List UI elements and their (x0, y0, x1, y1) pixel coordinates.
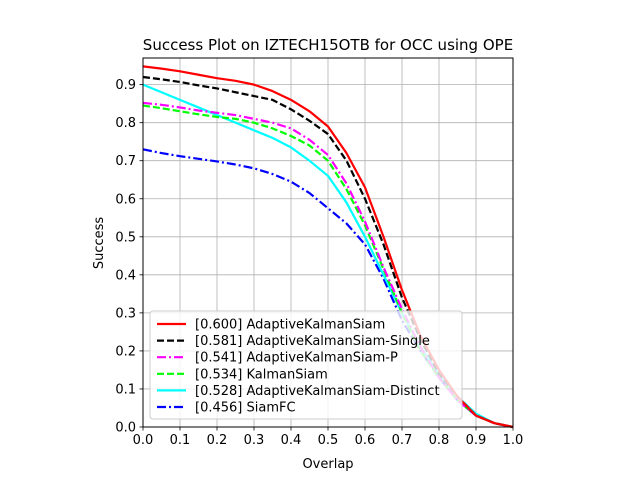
x-tick-label: 0.2 (207, 433, 228, 448)
chart-title: Success Plot on IZTECH15OTB for OCC usin… (143, 36, 513, 54)
legend-items: [0.600] AdaptiveKalmanSiam[0.581] Adapti… (157, 318, 440, 416)
y-tick-label: 0.6 (115, 192, 136, 207)
x-tick-label: 0.7 (392, 433, 413, 448)
x-tick-label: 0.3 (244, 433, 265, 448)
legend-label: [0.528] AdaptiveKalmanSiam-Distinct (195, 384, 440, 399)
y-axis-ticks: 0.0 0.1 0.2 0.3 0.4 0.5 0.6 0.7 0.8 0.9 (115, 78, 143, 436)
x-tick-label: 0.6 (355, 433, 376, 448)
x-tick-label: 0.5 (318, 433, 339, 448)
x-axis-ticks: 0.0 0.1 0.2 0.3 0.4 0.5 0.6 0.7 0.8 0.9 1.0 (133, 427, 524, 448)
y-axis-label: Success (92, 217, 107, 270)
x-axis-label: Overlap (302, 457, 353, 472)
x-tick-label: 0.1 (170, 433, 191, 448)
x-tick-label: 0.0 (133, 433, 154, 448)
x-tick-label: 0.8 (429, 433, 450, 448)
legend-label: [0.456] SiamFC (195, 401, 296, 416)
y-tick-label: 0.5 (115, 230, 136, 245)
legend-label: [0.541] AdaptiveKalmanSiam-P (195, 351, 398, 366)
legend-box (149, 310, 463, 420)
y-tick-label: 0.8 (115, 116, 136, 131)
x-tick-label: 1.0 (503, 433, 524, 448)
legend: [0.600] AdaptiveKalmanSiam[0.581] Adapti… (149, 310, 463, 420)
y-tick-label: 0.4 (115, 268, 136, 283)
y-tick-label: 0.9 (115, 78, 136, 93)
y-tick-label: 0.3 (115, 306, 136, 321)
x-tick-label: 0.4 (281, 433, 302, 448)
y-tick-label: 0.7 (115, 154, 136, 169)
y-tick-label: 0.1 (115, 382, 136, 397)
y-tick-label: 0.2 (115, 344, 136, 359)
x-tick-label: 0.9 (466, 433, 487, 448)
y-tick-label: 0.0 (115, 421, 136, 436)
legend-label: [0.581] AdaptiveKalmanSiam-Single (195, 334, 430, 349)
legend-label: [0.600] AdaptiveKalmanSiam (195, 318, 385, 333)
legend-label: [0.534] KalmanSiam (195, 367, 328, 382)
